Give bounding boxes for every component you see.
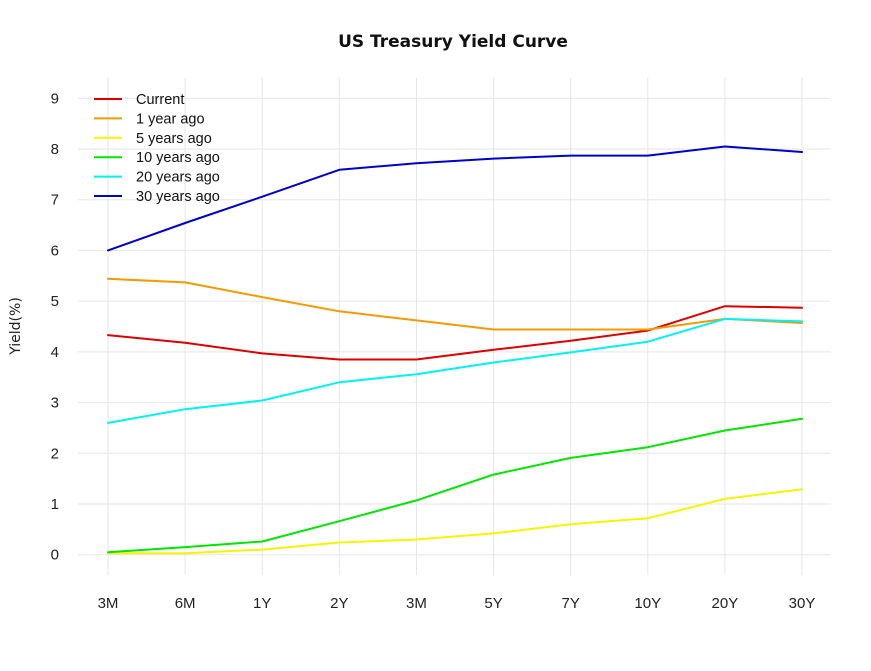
y-tick-label: 8 (51, 141, 59, 158)
x-tick-label: 2Y (330, 595, 348, 612)
legend-label: 10 years ago (136, 150, 220, 166)
legend-label: 5 years ago (136, 131, 212, 147)
y-tick-label: 5 (51, 293, 59, 310)
x-tick-label: 3M (98, 595, 119, 612)
series-lines (107, 145, 803, 555)
x-tick-label: 1Y (253, 595, 271, 612)
y-tick-label: 7 (51, 192, 59, 209)
x-tick-label: 7Y (561, 595, 579, 612)
x-tick-label: 20Y (712, 595, 739, 612)
x-tick-label: 30Y (789, 595, 816, 612)
x-tick-label: 3M (406, 595, 427, 612)
series-line-4 (107, 317, 803, 424)
series-line-2 (107, 488, 803, 555)
chart-title: US Treasury Yield Curve (338, 32, 568, 52)
grid (78, 78, 831, 575)
y-axis-label: Yield(%) (8, 297, 24, 356)
legend-label: 20 years ago (136, 170, 220, 186)
x-tick-label: 6M (175, 595, 196, 612)
legend-label: 30 years ago (136, 189, 220, 205)
y-tick-label: 4 (51, 344, 59, 361)
series-line-0 (107, 305, 803, 361)
x-axis-ticks: 3M 6M 1Y 2Y 3M 5Y 7Y 10Y 20Y 30Y (98, 595, 816, 612)
y-tick-label: 0 (51, 547, 59, 564)
series-line-3 (107, 417, 803, 554)
y-tick-label: 6 (51, 242, 59, 259)
y-tick-label: 3 (51, 395, 59, 412)
y-tick-label: 1 (51, 496, 59, 513)
x-tick-label: 10Y (634, 595, 661, 612)
y-tick-label: 9 (51, 90, 59, 107)
series-line-1 (107, 277, 803, 331)
legend-label: 1 year ago (136, 111, 205, 127)
x-tick-label: 5Y (484, 595, 502, 612)
legend: Current 1 year ago 5 years ago 10 years ago… (94, 92, 220, 205)
legend-label: Current (136, 92, 184, 108)
series-line-5 (107, 145, 803, 252)
y-tick-label: 2 (51, 445, 59, 462)
y-axis-ticks: 0 1 2 3 4 5 6 7 8 9 (51, 90, 59, 563)
